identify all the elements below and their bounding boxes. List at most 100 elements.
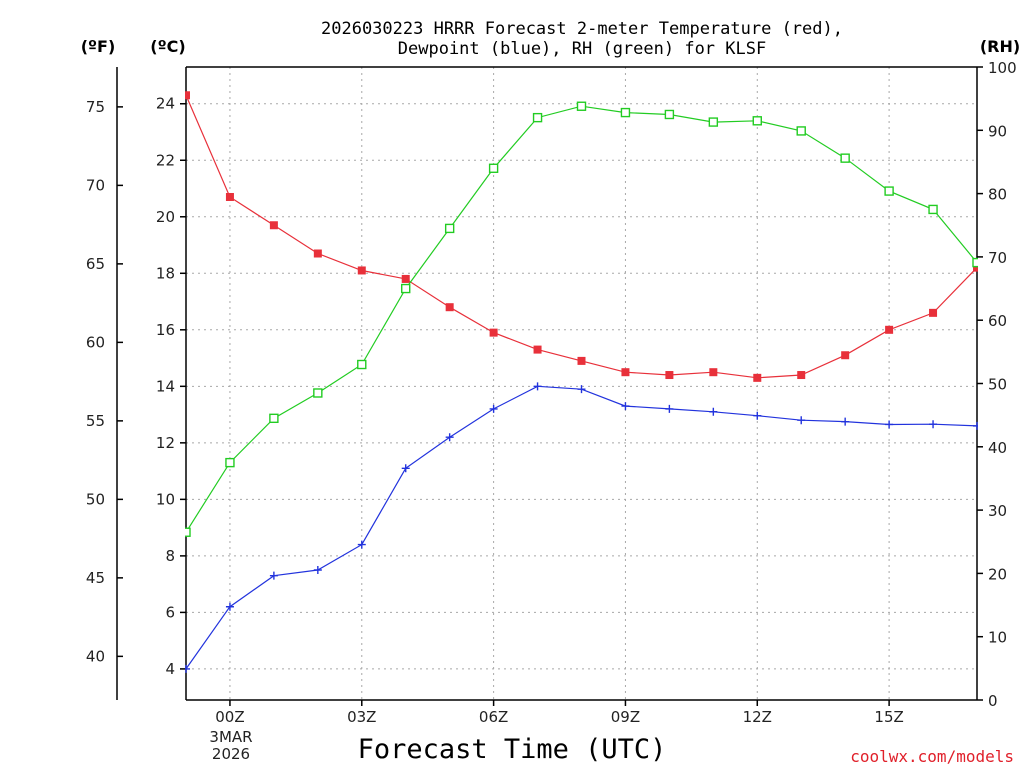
celsius-tick-label: 24	[156, 95, 175, 113]
rh-line	[185, 105, 978, 533]
dewpoint-point	[841, 417, 850, 426]
chart-axes	[116, 66, 978, 701]
dewpoint-point	[401, 464, 410, 473]
rh-point	[620, 107, 631, 118]
2-meter-temperature-point	[973, 263, 978, 272]
fahrenheit-tick-label: 70	[86, 176, 105, 194]
grid-lines	[186, 67, 977, 700]
x-tick-label: 12Z	[743, 708, 772, 726]
dewpoint-point	[621, 402, 630, 411]
2-meter-temperature-point	[269, 221, 278, 230]
2-meter-temperature-point	[621, 368, 630, 377]
dewpoint-point	[357, 540, 366, 549]
rh-point	[576, 101, 587, 111]
2-meter-temperature-point	[753, 373, 762, 382]
fahrenheit-tick-label: 60	[86, 333, 105, 351]
rh-point	[884, 186, 894, 196]
rh-point	[488, 163, 499, 173]
x-tick-label: 06Z	[479, 708, 508, 726]
rh-tick-label: 30	[988, 502, 1007, 520]
rh-point	[357, 359, 367, 370]
rh-point	[532, 112, 543, 123]
rh-tick-label: 0	[988, 692, 998, 710]
rh-point	[664, 109, 675, 120]
rh-point	[840, 153, 850, 163]
x-tick-label: 03Z	[347, 708, 376, 726]
dewpoint-point	[445, 433, 454, 442]
celsius-tick-label: 14	[156, 377, 175, 395]
dewpoint-point	[753, 411, 762, 420]
fahrenheit-tick-label: 45	[86, 569, 105, 587]
celsius-tick-label: 22	[156, 151, 175, 169]
axis-ticks: 4 6 8 10 12 14 16 18 20 22 24 40 45 50 55 60 65 70 75 0 10 20…	[86, 59, 1017, 726]
rh-tick-label: 40	[988, 439, 1007, 457]
celsius-tick-label: 16	[156, 321, 175, 339]
2-meter-temperature-point	[665, 371, 674, 380]
dewpoint-point	[665, 404, 674, 413]
data-series	[185, 91, 978, 673]
2-meter-temperature-point	[885, 325, 894, 334]
rh-tick-label: 80	[988, 186, 1007, 204]
2-meter-temperature-point	[185, 91, 190, 100]
series-group	[185, 91, 978, 673]
fahrenheit-tick-label: 40	[86, 647, 105, 665]
2-meter-temperature-point	[709, 368, 718, 377]
rh-point	[708, 117, 719, 127]
2-meter-temperature-point	[401, 274, 410, 283]
rh-point	[928, 204, 938, 215]
2-meter-temperature-point	[797, 371, 806, 380]
x-date-month-label: 3MAR	[209, 728, 252, 746]
fahrenheit-unit-label: (ºF)	[81, 37, 116, 56]
rh-tick-label: 100	[988, 59, 1017, 77]
2-meter-temperature-point	[533, 345, 542, 354]
rh-tick-label: 60	[988, 312, 1007, 330]
celsius-tick-label: 4	[165, 660, 175, 678]
fahrenheit-tick-label: 75	[86, 98, 105, 116]
x-axis-title: Forecast Time (UTC)	[358, 734, 667, 765]
rh-point	[752, 116, 762, 126]
dewpoint-point	[533, 382, 542, 391]
2-meter-temperature-point	[929, 308, 938, 317]
rh-tick-label: 50	[988, 376, 1007, 394]
2-meter-temperature-point	[841, 351, 850, 360]
rh-point	[444, 223, 455, 234]
dewpoint-point	[489, 404, 498, 413]
rh-unit-label: (RH)	[980, 37, 1020, 56]
celsius-tick-label: 20	[156, 208, 175, 226]
celsius-unit-label: (ºC)	[150, 37, 185, 56]
fahrenheit-tick-label: 50	[86, 490, 105, 508]
dewpoint-point	[269, 571, 278, 580]
dewpoint-point	[885, 420, 894, 429]
rh-point	[269, 413, 279, 424]
2-meter-temperature-point	[489, 328, 498, 337]
2-meter-temperature-point	[225, 192, 234, 201]
site-credit: coolwx.com/models	[850, 747, 1014, 766]
rh-point	[313, 388, 323, 398]
x-tick-label: 15Z	[874, 708, 903, 726]
rh-point	[185, 527, 191, 537]
chart-title-line-2: Dewpoint (blue), RH (green) for KLSF	[398, 39, 766, 59]
dewpoint-point	[973, 421, 978, 430]
rh-point	[401, 283, 411, 294]
rh-point	[796, 126, 806, 136]
2-meter-temperature-point	[357, 266, 366, 275]
rh-point	[972, 257, 978, 268]
fahrenheit-tick-label: 55	[86, 412, 105, 430]
dewpoint-point	[709, 407, 718, 416]
chart-title-line-1: 2026030223 HRRR Forecast 2-meter Tempera…	[321, 19, 843, 39]
celsius-tick-label: 8	[165, 547, 175, 565]
x-tick-label: 09Z	[611, 708, 640, 726]
dewpoint-point	[577, 385, 586, 394]
celsius-tick-label: 10	[156, 490, 175, 508]
fahrenheit-tick-label: 65	[86, 255, 105, 273]
rh-tick-label: 20	[988, 565, 1007, 583]
celsius-tick-label: 12	[156, 434, 175, 452]
dewpoint-point	[929, 420, 938, 429]
dewpoint-point	[313, 566, 322, 575]
celsius-tick-label: 6	[165, 603, 175, 621]
celsius-tick-label: 18	[156, 264, 175, 282]
rh-point	[225, 457, 235, 468]
dewpoint-line	[185, 385, 978, 670]
2-meter-temperature-line	[185, 95, 978, 379]
